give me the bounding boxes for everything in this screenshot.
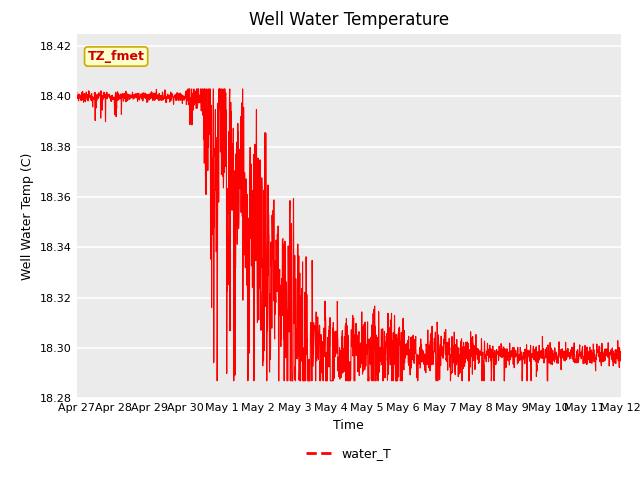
Y-axis label: Well Water Temp (C): Well Water Temp (C) bbox=[21, 152, 35, 280]
X-axis label: Time: Time bbox=[333, 419, 364, 432]
Title: Well Water Temperature: Well Water Temperature bbox=[249, 11, 449, 29]
Text: TZ_fmet: TZ_fmet bbox=[88, 50, 145, 63]
Legend: water_T: water_T bbox=[301, 442, 396, 465]
